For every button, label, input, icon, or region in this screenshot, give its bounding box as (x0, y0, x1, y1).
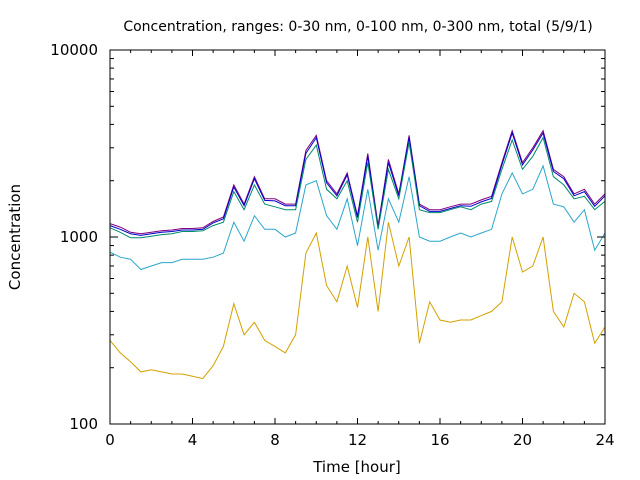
series-line-3 (109, 136, 606, 239)
x-tick-label: 20 (513, 431, 532, 449)
x-tick-label: 4 (188, 431, 198, 449)
x-tick-label: 16 (430, 431, 449, 449)
x-axis-label: Time [hour] (312, 458, 401, 476)
y-axis-label: Concentration (6, 184, 24, 290)
x-tick-label: 12 (348, 431, 367, 449)
x-tick-label: 24 (595, 431, 614, 449)
series-line-2 (109, 131, 606, 236)
series-layer (109, 129, 606, 380)
series-line-1 (109, 129, 606, 235)
series-line-4 (109, 164, 606, 271)
x-tick-label: 0 (105, 431, 115, 449)
x-tick-label: 8 (270, 431, 280, 449)
y-tick-label: 10000 (50, 41, 98, 59)
ticks-layer: 0 4 8 12 16 20 24 100 1000 10000 (50, 41, 614, 449)
series-line-5 (109, 222, 606, 380)
chart-title: Concentration, ranges: 0-30 nm, 0-100 nm… (123, 19, 592, 35)
y-tick-label: 1000 (60, 228, 98, 246)
plot-frame (109, 49, 606, 425)
y-tick-label: 100 (69, 415, 98, 433)
